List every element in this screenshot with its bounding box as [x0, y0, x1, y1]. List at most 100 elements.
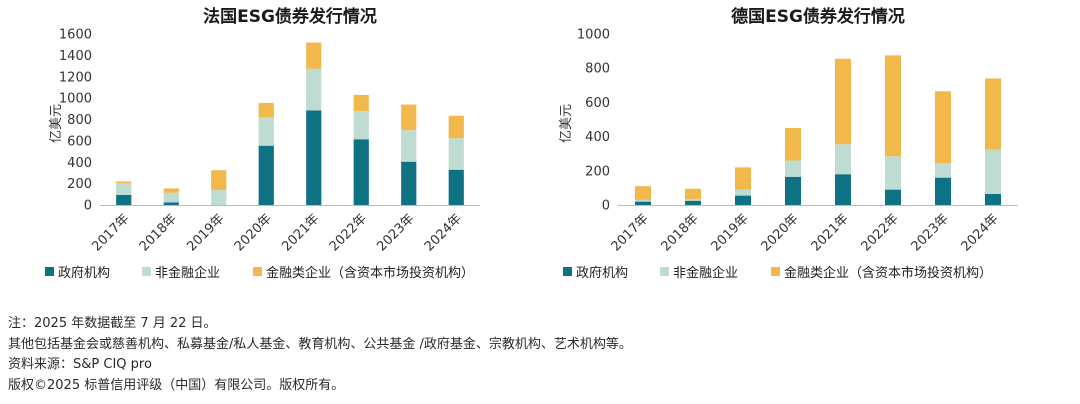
x-tick-label: 2022年: [327, 211, 370, 254]
legend-label: 金融类企业（含资本市场投资机构）: [266, 265, 474, 281]
bar-segment-non-financial: [401, 130, 417, 162]
x-tick-label: 2020年: [232, 211, 275, 254]
bar-segment-non-financial: [306, 68, 322, 111]
legend-swatch: [660, 267, 669, 276]
y-tick-label: 400: [67, 156, 92, 171]
bar-segment-non-financial: [935, 163, 951, 178]
bar-segment-government: [448, 169, 464, 205]
bar-segment-financial: [635, 186, 651, 200]
germany-esg-chart: 德国ESG债券发行情况 0 200 400 600 800 1000 亿美元 2017年 2018…: [559, 6, 1018, 281]
bar-segment-non-financial: [735, 189, 751, 196]
legend-swatch: [45, 267, 54, 276]
legend-swatch: [563, 267, 572, 276]
bar-segment-financial: [785, 128, 801, 161]
bar-segment-government: [935, 177, 951, 205]
bar-segment-government: [685, 200, 701, 205]
bar-segment-government: [163, 202, 179, 205]
bar-segment-financial: [306, 42, 322, 69]
y-tick-label: 0: [84, 199, 92, 214]
bar-segment-financial: [735, 167, 751, 190]
legend-label: 金融类企业（含资本市场投资机构）: [784, 265, 992, 281]
y-tick-label: 600: [67, 134, 92, 149]
bar-segment-non-financial: [116, 183, 132, 195]
bar-segment-non-financial: [985, 149, 1001, 194]
x-tick-label: 2018年: [659, 211, 702, 254]
x-tick-label: 2024年: [959, 211, 1002, 254]
y-tick-label: 1400: [59, 49, 92, 64]
bar-segment-non-financial: [785, 160, 801, 177]
bar-segment-financial: [835, 58, 851, 145]
bar-segment-financial: [163, 188, 179, 193]
x-tick-label: 2019年: [184, 211, 227, 254]
bar-segment-financial: [353, 94, 369, 111]
y-tick-label: 800: [67, 113, 92, 128]
x-tick-label: 2017年: [609, 211, 652, 254]
bar-segment-financial: [448, 115, 464, 139]
legend-label: 非金融企业: [673, 265, 738, 281]
bar-segment-non-financial: [635, 199, 651, 202]
y-tick-label: 800: [585, 62, 610, 77]
legend-label: 政府机构: [58, 266, 110, 281]
legend-label: 非金融企业: [155, 265, 220, 281]
x-tick-label: 2023年: [909, 211, 952, 254]
y-tick-label: 1000: [577, 28, 610, 43]
bar-segment-financial: [401, 104, 417, 131]
france-esg-chart: 法国ESG债券发行情况 0 200 400 600 800 1000 1200 1400 1600…: [45, 6, 480, 281]
bar-segment-government: [306, 110, 322, 205]
bar-segment-financial: [885, 55, 901, 157]
y-axis-label: 亿美元: [49, 104, 64, 143]
bar-segment-non-financial: [685, 199, 701, 201]
x-tick-label: 2024年: [422, 211, 465, 254]
y-tick-label: 1600: [59, 28, 92, 43]
bar-segment-government: [735, 195, 751, 205]
x-tick-label: 2020年: [759, 211, 802, 254]
bar-segment-non-financial: [163, 192, 179, 203]
bar-segment-financial: [211, 170, 227, 191]
x-tick-label: 2022年: [859, 211, 902, 254]
note-date: 注：2025 年数据截至 7 月 22 日。: [8, 316, 217, 331]
bar-segment-government: [835, 174, 851, 205]
y-tick-label: 600: [585, 96, 610, 111]
bar-segment-non-financial: [448, 138, 464, 170]
bar-segment-government: [116, 194, 132, 205]
y-axis-label: 亿美元: [559, 104, 574, 143]
x-tick-label: 2017年: [89, 211, 132, 254]
y-tick-label: 200: [585, 164, 610, 179]
bar-segment-non-financial: [835, 144, 851, 175]
legend-swatch: [771, 267, 780, 276]
bar-segment-government: [985, 193, 1001, 205]
bar-segment-financial: [935, 91, 951, 164]
chart-title: 法国ESG债券发行情况: [203, 6, 377, 27]
y-tick-label: 0: [602, 199, 610, 214]
bar-segment-non-financial: [211, 190, 227, 205]
y-tick-label: 1000: [59, 92, 92, 107]
x-tick-label: 2019年: [709, 211, 752, 254]
bar-segment-financial: [985, 78, 1001, 150]
legend-swatch: [142, 267, 151, 276]
legend-swatch: [253, 267, 262, 276]
x-tick-label: 2023年: [374, 211, 417, 254]
bar-segment-government: [785, 176, 801, 205]
bar-segment-non-financial: [885, 156, 901, 190]
bar-segment-government: [258, 145, 274, 205]
bar-segment-government: [635, 201, 651, 205]
note-others: 其他包括基金会或慈善机构、私募基金/私人基金、教育机构、公共基金 /政府基金、宗…: [8, 336, 632, 352]
bar-segment-government: [401, 161, 417, 205]
notes-section: 注：2025 年数据截至 7 月 22 日。 其他包括基金会或慈善机构、私募基金…: [8, 314, 1068, 396]
x-tick-label: 2021年: [279, 211, 322, 254]
bar-segment-non-financial: [258, 117, 274, 146]
bar-segment-financial: [258, 102, 274, 118]
note-copyright: 版权©2025 标普信用评级（中国）有限公司。版权所有。: [8, 377, 345, 393]
bar-segment-government: [885, 189, 901, 205]
bar-segment-financial: [116, 181, 132, 184]
note-source: 资料来源：S&P CIQ pro: [8, 357, 152, 372]
bar-segment-financial: [685, 188, 701, 200]
y-tick-label: 400: [585, 130, 610, 145]
bar-segment-non-financial: [353, 110, 369, 140]
bar-segment-government: [353, 139, 369, 205]
y-tick-label: 200: [67, 177, 92, 192]
legend-label: 政府机构: [576, 266, 628, 281]
x-tick-label: 2021年: [809, 211, 852, 254]
y-tick-label: 1200: [59, 70, 92, 85]
